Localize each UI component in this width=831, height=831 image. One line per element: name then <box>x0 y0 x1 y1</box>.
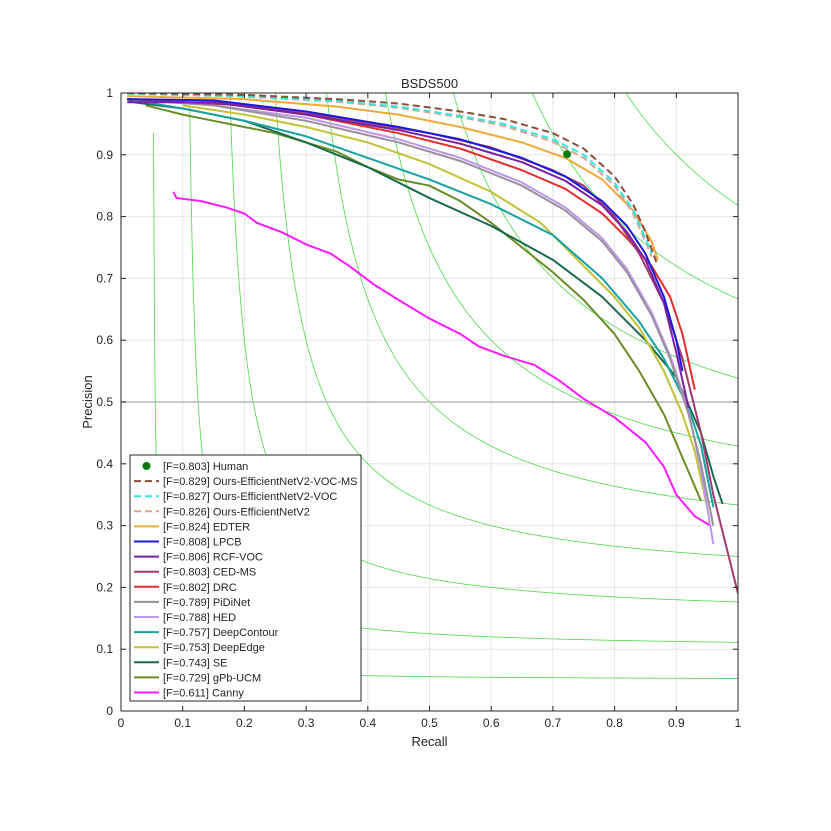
legend-item: [F=0.611] Canny <box>134 688 244 700</box>
legend-item: [F=0.829] Ours-EfficientNetV2-VOC-MS <box>134 476 358 488</box>
legend-item: [F=0.753] DeepEdge <box>134 642 265 654</box>
series-line <box>127 93 659 267</box>
legend-label: [F=0.788] HED <box>163 612 236 624</box>
legend-item: [F=0.803] CED-MS <box>134 567 256 579</box>
iso-f-curve <box>385 93 738 447</box>
x-axis-label: Recall <box>411 734 447 749</box>
legend-label: [F=0.824] EDTER <box>163 521 250 533</box>
x-tick-label: 1 <box>735 716 742 730</box>
legend-item: [F=0.789] PiDiNet <box>134 597 250 609</box>
legend-item: [F=0.808] LPCB <box>134 537 242 549</box>
series-line <box>127 98 715 526</box>
legend-item: [F=0.827] Ours-EfficientNetV2-VOC <box>134 491 337 503</box>
x-tick-label: 0.4 <box>359 716 376 730</box>
series-line <box>127 98 684 372</box>
legend-label: [F=0.743] SE <box>163 657 228 669</box>
series-line <box>145 104 702 502</box>
series-line <box>127 101 690 409</box>
legend-label: [F=0.808] LPCB <box>163 537 242 549</box>
legend-item: [F=0.806] RCF-VOC <box>134 552 263 564</box>
series-line <box>127 93 653 255</box>
legend-item: [F=0.788] HED <box>134 612 236 624</box>
human-point-marker <box>563 150 572 159</box>
x-tick-label: 0.6 <box>483 716 500 730</box>
y-tick-label: 0.7 <box>96 271 113 285</box>
y-tick-label: 0.6 <box>96 333 113 347</box>
series-lines <box>126 93 738 594</box>
y-tick-label: 0.2 <box>96 580 113 594</box>
legend-label: [F=0.806] RCF-VOC <box>163 552 263 564</box>
x-tick-label: 0.2 <box>236 716 253 730</box>
series-line <box>213 101 696 390</box>
x-tick-label: 0.8 <box>606 716 623 730</box>
iso-f-curve <box>625 93 738 206</box>
y-tick-label: 0.8 <box>96 210 113 224</box>
y-tick-label: 0.4 <box>96 457 113 471</box>
legend-item: [F=0.757] DeepContour <box>134 627 279 639</box>
y-axis-label: Precision <box>80 375 95 428</box>
legend-item-human: [F=0.803] Human <box>142 461 248 473</box>
chart-title: BSDS500 <box>401 76 458 91</box>
iso-f-curve <box>326 93 738 506</box>
legend-label: [F=0.803] CED-MS <box>163 567 256 579</box>
x-tick-label: 0 <box>118 716 125 730</box>
x-tick-label: 0.1 <box>174 716 191 730</box>
legend-item: [F=0.824] EDTER <box>134 521 250 533</box>
legend-label: [F=0.826] Ours-EfficientNetV2 <box>163 506 310 518</box>
legend-label: [F=0.757] DeepContour <box>163 627 279 639</box>
legend-box <box>129 454 362 702</box>
legend-label: [F=0.827] Ours-EfficientNetV2-VOC <box>163 491 337 503</box>
legend-item: [F=0.743] SE <box>134 657 228 669</box>
y-tick-label: 0.3 <box>96 519 113 533</box>
legend-marker <box>142 462 151 470</box>
y-tick-label: 0.1 <box>96 642 113 656</box>
legend-item: [F=0.729] gPb-UCM <box>134 672 261 684</box>
iso-f-curve <box>274 93 738 557</box>
series-line <box>127 93 653 258</box>
legend-label: [F=0.829] Ours-EfficientNetV2-VOC-MS <box>163 476 358 488</box>
y-tick-label: 1 <box>106 86 113 100</box>
series-line <box>127 95 659 261</box>
x-tick-label: 0.7 <box>545 716 562 730</box>
legend-item: [F=0.826] Ours-EfficientNetV2 <box>134 506 310 518</box>
x-tick-label: 0.9 <box>668 716 685 730</box>
legend-label: [F=0.789] PiDiNet <box>163 597 250 609</box>
legend-label: [F=0.803] Human <box>163 461 248 473</box>
x-tick-label: 0.3 <box>298 716 315 730</box>
legend: [F=0.803] Human [F=0.829] Ours-EfficientN… <box>129 454 362 702</box>
y-tick-label: 0 <box>106 704 113 718</box>
legend-label: [F=0.753] DeepEdge <box>163 642 265 654</box>
series-line <box>127 98 738 594</box>
x-tick-label: 0.5 <box>421 716 438 730</box>
human-point <box>563 150 572 159</box>
legend-label: [F=0.729] gPb-UCM <box>163 672 261 684</box>
legend-item: [F=0.802] DRC <box>134 582 237 594</box>
iso-f-curve <box>531 93 738 300</box>
legend-label: [F=0.802] DRC <box>163 582 237 594</box>
y-tick-label: 0.9 <box>96 148 113 162</box>
series-line <box>172 191 711 527</box>
legend-label: [F=0.611] Canny <box>163 688 244 700</box>
axis-ticks: 0 0.1 0.2 0.3 0.4 0.5 0.6 0.7 0.8 0.9 1 0 0.1 0.2 0.3 0… <box>96 86 741 730</box>
y-tick-label: 0.5 <box>96 395 113 409</box>
